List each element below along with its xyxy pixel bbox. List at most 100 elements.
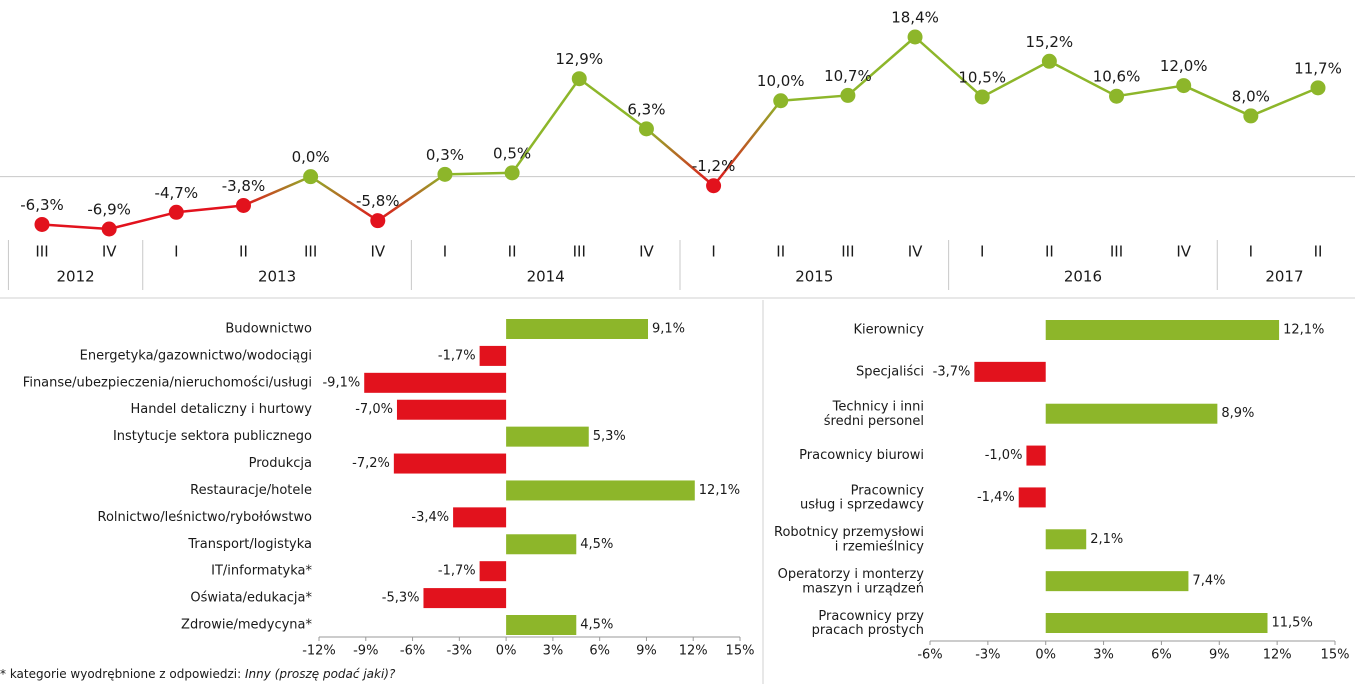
bar xyxy=(1045,403,1218,424)
point xyxy=(1041,53,1057,69)
x-tick-label: I xyxy=(711,243,715,261)
x-tick-label: II xyxy=(239,243,248,261)
x-tick-label: 15% xyxy=(726,644,755,659)
value-label: -7,0% xyxy=(355,402,393,417)
value-label: -4,7% xyxy=(155,184,199,202)
value-label: -1,0% xyxy=(985,448,1023,463)
label-line: i rzemieślnicy xyxy=(835,539,925,554)
x-tick-label: 0% xyxy=(1035,648,1056,663)
x-tick-label: IV xyxy=(370,243,385,261)
value-label: 0,5% xyxy=(493,144,531,162)
value-label: 10,6% xyxy=(1093,68,1141,86)
line-segment xyxy=(981,60,1050,99)
line-segment xyxy=(176,204,244,214)
x-tick-label: I xyxy=(980,243,984,261)
group-label: 2014 xyxy=(527,268,565,286)
x-tick-label: -3% xyxy=(447,644,472,659)
footnote-text: * kategorie wyodrębnione z odpowiedzi: xyxy=(0,667,245,681)
bar xyxy=(1026,445,1046,466)
value-label: -1,7% xyxy=(438,564,476,579)
value-label: -3,8% xyxy=(222,177,266,195)
bar xyxy=(506,480,695,501)
value-label: -1,4% xyxy=(977,490,1015,505)
line-segment xyxy=(1048,60,1118,98)
x-tick-label: 9% xyxy=(1209,648,1230,663)
bar xyxy=(479,561,507,582)
point xyxy=(168,204,184,220)
value-label: 4,5% xyxy=(580,618,613,633)
line-segment xyxy=(108,211,177,231)
value-label: 12,1% xyxy=(1283,323,1324,338)
x-tick-label: -12% xyxy=(302,644,336,659)
value-label: 0,0% xyxy=(292,148,330,166)
point xyxy=(1243,108,1259,124)
bar xyxy=(479,345,507,366)
x-tick-label: -3% xyxy=(975,648,1000,663)
line-segment xyxy=(645,127,715,187)
value-label: -1,7% xyxy=(438,348,476,363)
line-segment xyxy=(914,36,984,98)
line-segment xyxy=(780,94,848,102)
x-tick-label: I xyxy=(174,243,178,261)
value-label: 10,0% xyxy=(757,72,805,90)
bar xyxy=(1045,613,1268,633)
value-label: 12,9% xyxy=(555,50,603,68)
point xyxy=(638,121,654,137)
category-label: Robotnicy przemysłowi i rzemieślnicy xyxy=(774,525,924,554)
line-segment xyxy=(847,36,916,97)
label-line: Robotnicy przemysłowi xyxy=(774,525,924,540)
point xyxy=(101,221,117,237)
bar xyxy=(506,534,577,555)
bar xyxy=(1045,320,1280,340)
category-label: Zdrowie/medycyna* xyxy=(181,618,312,633)
x-tick-label: 0% xyxy=(496,644,517,659)
value-label: 15,2% xyxy=(1026,33,1074,51)
line-segment xyxy=(1183,84,1252,118)
label-line: maszyn i urządzeń xyxy=(802,581,924,596)
bar xyxy=(506,319,649,339)
footnote-emphasis: Inny (proszę podać jaki)? xyxy=(245,667,396,681)
value-label: -7,2% xyxy=(352,456,390,471)
x-tick-label: IV xyxy=(1176,243,1191,261)
point xyxy=(974,89,990,105)
category-label: Transport/logistyka xyxy=(187,537,312,552)
x-tick-label: 6% xyxy=(589,644,610,659)
x-tick-label: 3% xyxy=(1093,648,1114,663)
x-tick-label: II xyxy=(1045,243,1054,261)
category-label: Restauracje/hotele xyxy=(190,483,312,498)
x-tick-label: III xyxy=(1110,243,1123,261)
point xyxy=(773,93,789,109)
bar xyxy=(423,588,507,609)
group-label: 2016 xyxy=(1064,268,1102,286)
bar xyxy=(506,615,577,635)
group-label: 2017 xyxy=(1265,268,1303,286)
point xyxy=(437,166,453,182)
x-tick-label: II xyxy=(776,243,785,261)
value-label: -3,7% xyxy=(933,364,971,379)
value-label: -3,4% xyxy=(411,510,449,525)
value-label: 0,3% xyxy=(426,146,464,164)
point xyxy=(1109,88,1125,104)
point xyxy=(34,216,50,232)
value-label: -5,3% xyxy=(382,591,420,606)
line-segment xyxy=(242,175,312,207)
label-line: pracach prostych xyxy=(812,623,924,638)
line-segment xyxy=(41,223,110,231)
x-tick-label: III xyxy=(35,243,48,261)
bar xyxy=(393,453,507,474)
x-tick-label: I xyxy=(443,243,447,261)
category-label: Technicy i inni średni personel xyxy=(824,399,924,428)
value-label: -5,8% xyxy=(356,192,400,210)
category-label: Instytucje sektora publicznego xyxy=(113,429,312,444)
bar xyxy=(1045,529,1087,550)
x-tick-label: -9% xyxy=(353,644,378,659)
x-tick-label: I xyxy=(1249,243,1253,261)
category-label: Kierownicy xyxy=(854,323,925,338)
bar xyxy=(506,426,589,447)
x-tick-label: 12% xyxy=(679,644,708,659)
x-tick-label: -6% xyxy=(917,648,942,663)
value-label: 2,1% xyxy=(1090,532,1123,547)
line-segment xyxy=(377,173,446,222)
value-label: 12,0% xyxy=(1160,57,1208,75)
